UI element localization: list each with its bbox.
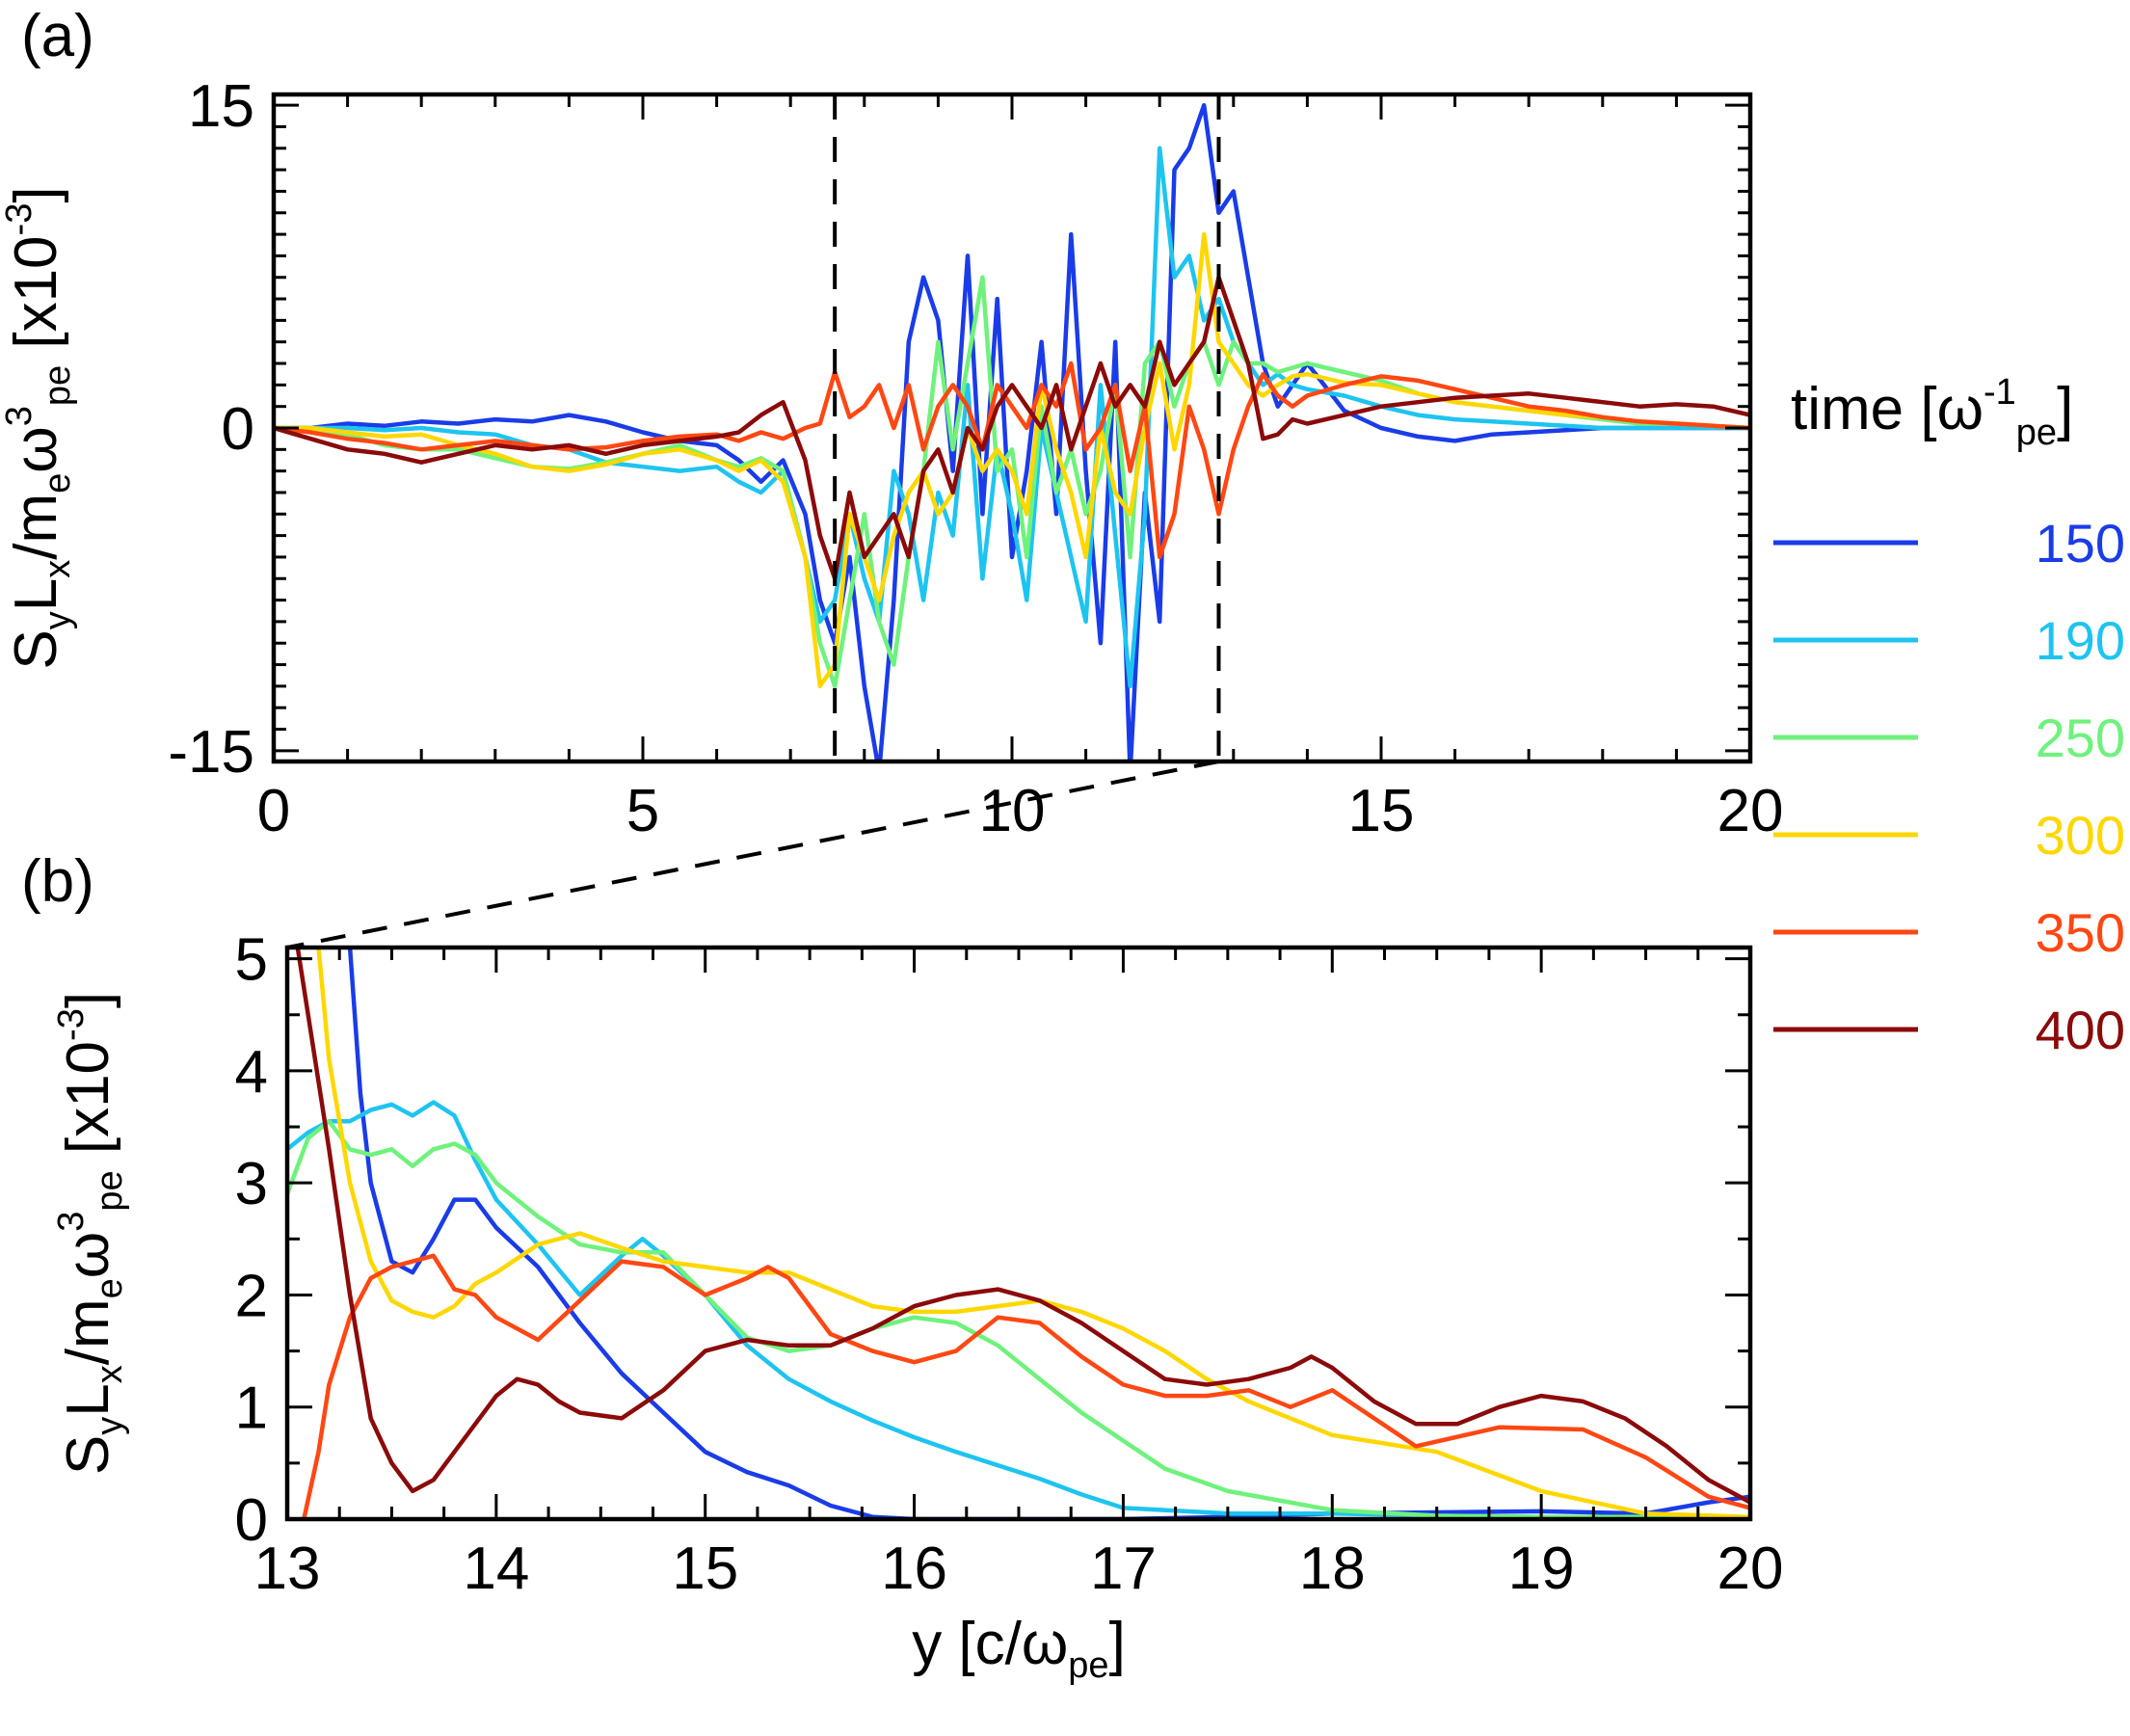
series-line-190 <box>274 146 1750 689</box>
x-tick-label: 17 <box>1090 1536 1157 1602</box>
legend-title: time [ω-1pe] <box>1791 372 2073 453</box>
x-axis-label: y [c/ωpe] <box>912 1611 1126 1686</box>
x-tick-label: 13 <box>254 1536 321 1602</box>
series-line-300 <box>316 948 1750 1519</box>
y-tick-label: 5 <box>235 927 268 994</box>
legend-label-400: 400 <box>2036 1000 2125 1060</box>
y-axis-label: SyLx/meω3pe [x10-3] <box>0 186 78 669</box>
legend-label-300: 300 <box>2036 805 2125 866</box>
series-line-350 <box>302 1253 1750 1519</box>
x-tick-label: 10 <box>979 778 1046 844</box>
plot-frame <box>284 945 1753 1522</box>
series-line-400 <box>274 275 1750 581</box>
zoom-guide-lines <box>286 760 1219 949</box>
plot-frame <box>271 92 1753 764</box>
x-tick-label: 20 <box>1717 778 1784 844</box>
legend: time [ω-1pe] 150 190 250 300 350 400 <box>1773 372 2125 1060</box>
series-line-400 <box>295 948 1750 1505</box>
y-tick-label: 0 <box>222 396 254 463</box>
y-axis-label: SyLx/meω3pe [x10-3] <box>51 992 130 1475</box>
x-tick-label: 14 <box>463 1536 529 1602</box>
series-line-250 <box>274 275 1750 689</box>
series-line-250 <box>287 1118 1750 1519</box>
y-tick-label: 1 <box>235 1375 268 1442</box>
panel-label: (a) <box>21 3 94 69</box>
y-tick-label: -15 <box>168 719 254 786</box>
x-tick-label: 20 <box>1717 1536 1784 1602</box>
x-tick-label: 15 <box>1348 778 1415 844</box>
x-tick-label: 5 <box>626 778 659 844</box>
legend-label-250: 250 <box>2036 708 2125 768</box>
series-line-350 <box>274 361 1750 560</box>
y-tick-label: 15 <box>188 73 254 140</box>
series-line-150 <box>274 102 1750 761</box>
series-line-300 <box>274 231 1750 689</box>
panel-b: 13 14 15 16 17 18 19 20 0 1 2 3 4 5 SyLx/meω3pe [x10-3… <box>21 848 1783 1686</box>
y-tick-label: 0 <box>235 1487 268 1554</box>
y-tick-label: 3 <box>235 1151 268 1217</box>
x-tick-label: 16 <box>881 1536 947 1602</box>
x-tick-label: 19 <box>1508 1536 1575 1602</box>
x-tick-label: 15 <box>672 1536 738 1602</box>
legend-label-350: 350 <box>2036 902 2125 963</box>
legend-label-150: 150 <box>2036 513 2125 574</box>
series-group <box>274 102 1750 761</box>
x-tick-label: 18 <box>1299 1536 1366 1602</box>
y-tick-label: 4 <box>235 1039 268 1106</box>
zoom-guide-line <box>286 760 1219 949</box>
legend-label-190: 190 <box>2036 610 2125 671</box>
series-group <box>287 948 1750 1519</box>
y-tick-label: 2 <box>235 1263 268 1329</box>
panel-label: (b) <box>21 848 94 915</box>
series-line-190 <box>287 1100 1750 1519</box>
x-tick-label: 0 <box>257 778 290 844</box>
